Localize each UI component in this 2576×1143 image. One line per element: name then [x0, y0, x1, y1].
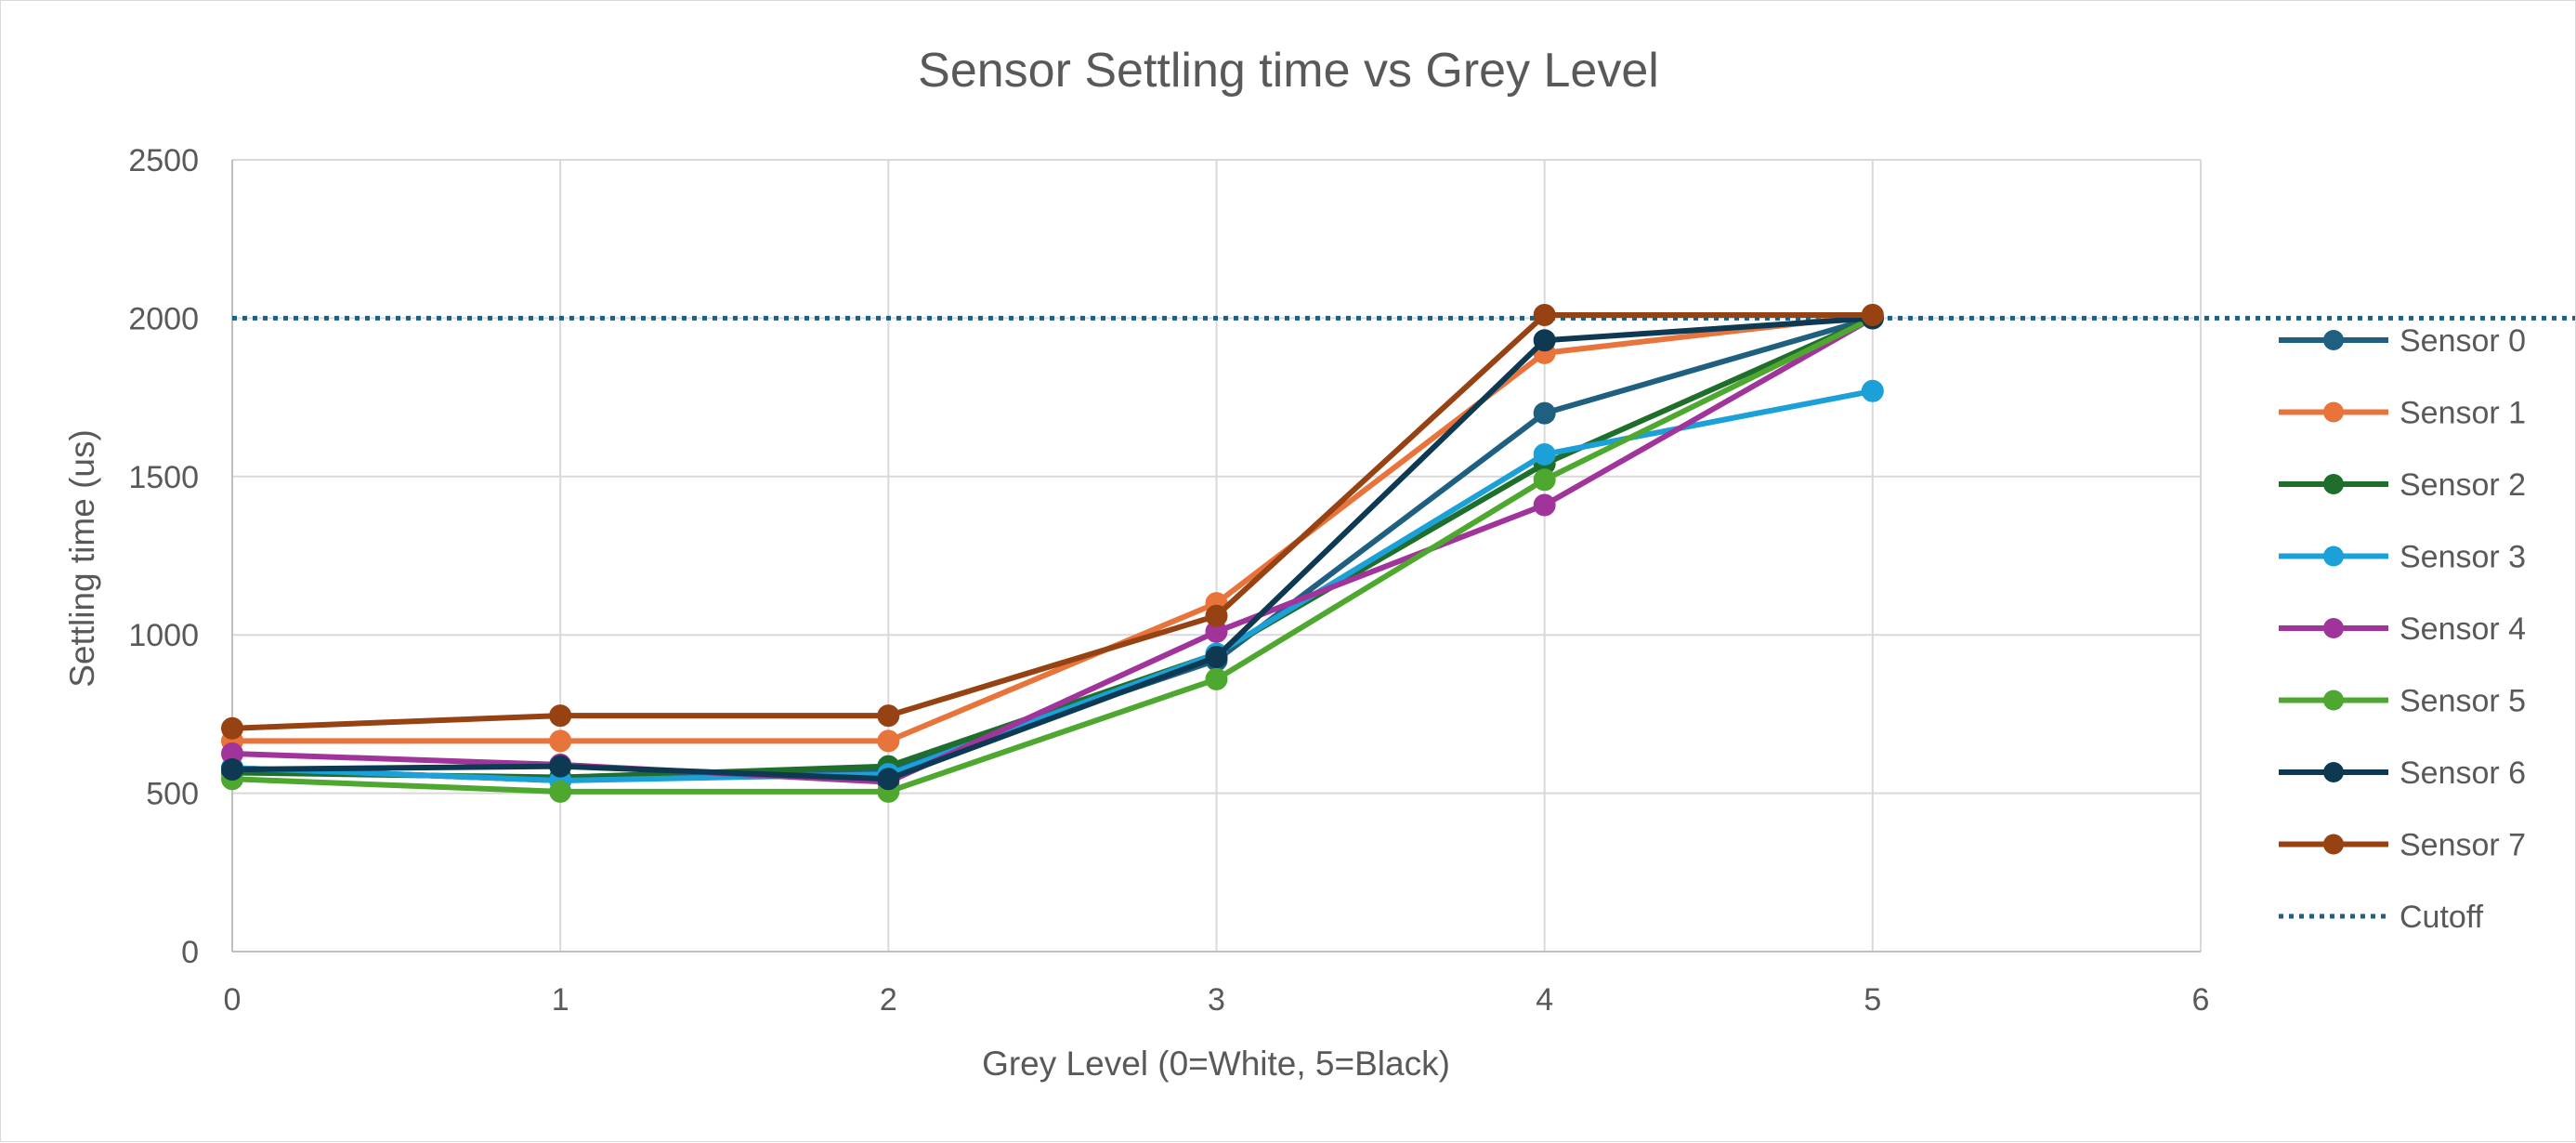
legend-item: Sensor 1: [2279, 396, 2526, 431]
y-tick-label: 1000: [128, 618, 199, 653]
data-point: [549, 729, 572, 753]
legend-swatch-marker: [2323, 618, 2344, 638]
legend-label: Sensor 1: [2399, 396, 2526, 431]
x-tick-label: 6: [2192, 982, 2210, 1018]
legend-label: Sensor 6: [2399, 755, 2526, 791]
x-tick-label: 5: [1863, 982, 1881, 1018]
legend-item: Sensor 7: [2279, 828, 2526, 863]
legend-label: Sensor 0: [2399, 323, 2526, 359]
series-line: [231, 315, 1875, 785]
legend-swatch-marker: [2323, 690, 2344, 711]
legend-item: Cutoff: [2279, 900, 2484, 935]
series-line: [231, 315, 1875, 795]
legend-swatch-marker: [2323, 330, 2344, 350]
x-tick-label: 4: [1536, 982, 1553, 1018]
legend-label: Sensor 5: [2399, 684, 2526, 719]
legend-item: Sensor 5: [2279, 684, 2526, 719]
legend-label: Sensor 4: [2399, 611, 2526, 647]
y-tick-label: 500: [146, 777, 199, 812]
data-point: [1533, 442, 1556, 466]
legend-item: Sensor 0: [2279, 323, 2526, 359]
data-point: [549, 780, 572, 803]
x-tick-label: 3: [1208, 982, 1225, 1018]
data-point: [1533, 493, 1556, 517]
series-3: [221, 379, 1884, 792]
legend-label: Sensor 7: [2399, 828, 2526, 863]
legend-swatch-marker: [2323, 545, 2344, 567]
legend-item: Sensor 3: [2279, 540, 2526, 575]
data-point: [1533, 401, 1556, 425]
legend-swatch-marker: [2323, 474, 2344, 494]
x-tick-label: 1: [552, 982, 569, 1018]
data-point: [877, 704, 900, 728]
x-tick-label: 2: [880, 982, 897, 1018]
gridlines: [232, 159, 2202, 952]
legend-label: Cutoff: [2399, 900, 2484, 935]
series-line: [231, 311, 1873, 731]
y-tick-label: 2000: [128, 301, 199, 336]
data-point: [549, 755, 572, 778]
legend-label: Sensor 3: [2399, 540, 2526, 575]
data-point: [221, 716, 243, 740]
series-1: [221, 303, 1884, 753]
series-5: [221, 307, 1884, 803]
data-point: [1533, 468, 1556, 492]
y-tick-label: 0: [181, 935, 199, 970]
series-line: [231, 388, 1874, 783]
y-axis-title: Settling time (us): [63, 429, 101, 688]
data-point: [1205, 646, 1228, 669]
x-tick-label: 0: [224, 982, 242, 1018]
legend-item: Sensor 4: [2279, 611, 2526, 647]
series-line: [231, 315, 1874, 782]
legend-item: Sensor 6: [2279, 755, 2526, 791]
data-point: [1533, 329, 1556, 352]
series-line: [232, 312, 1874, 744]
legend-swatch-marker: [2323, 401, 2344, 423]
chart-title: Sensor Settling time vs Grey Level: [918, 44, 1659, 98]
data-point: [1205, 604, 1228, 627]
y-tick-label: 2500: [128, 143, 199, 178]
series-group: [221, 303, 1884, 803]
data-point: [549, 704, 572, 728]
data-point: [221, 758, 243, 782]
tick-labels: 0 500 1000 1500 2000 2500 0 1 2 3 4 5 6: [128, 143, 2209, 1018]
data-point: [877, 768, 900, 791]
legend-label: Sensor 2: [2399, 467, 2526, 503]
x-axis-title: Grey Level (0=White, 5=Black): [982, 1044, 1450, 1083]
data-point: [1861, 379, 1884, 402]
axes: [231, 160, 2201, 952]
data-point: [1861, 303, 1884, 326]
y-tick-label: 1500: [128, 460, 199, 495]
data-point: [1205, 667, 1228, 690]
legend: Sensor 0 Sensor 1 Sensor 2 Sensor 3 Sensor 4…: [2279, 323, 2526, 935]
series-7: [221, 303, 1884, 740]
legend-swatch-marker: [2323, 762, 2344, 782]
data-point: [877, 729, 900, 753]
legend-item: Sensor 2: [2279, 467, 2526, 503]
legend-swatch-marker: [2323, 834, 2344, 855]
data-point: [1533, 303, 1556, 326]
